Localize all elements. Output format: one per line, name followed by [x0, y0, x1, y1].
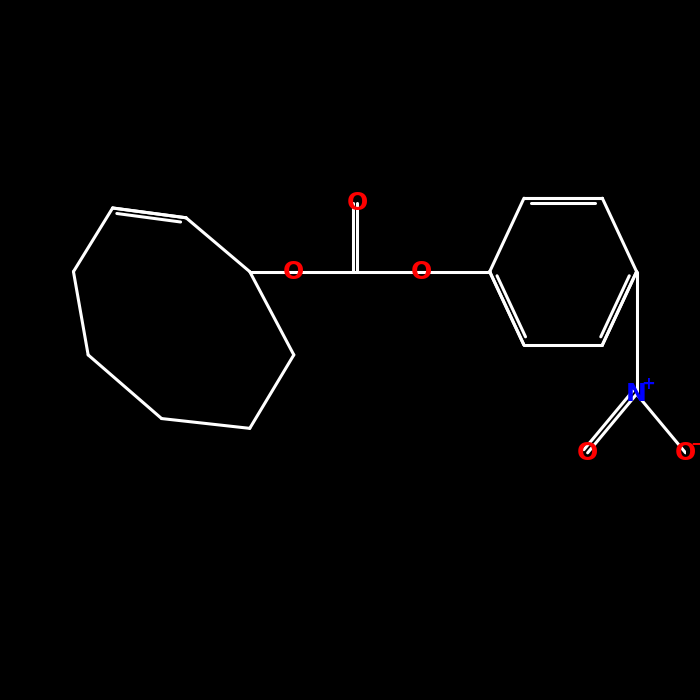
Text: +: + [641, 375, 655, 393]
Text: O: O [410, 260, 432, 284]
Text: O: O [347, 191, 368, 215]
Text: O: O [284, 260, 304, 284]
Text: N: N [626, 382, 647, 406]
Text: −: − [690, 434, 700, 452]
Text: O: O [675, 441, 696, 465]
Text: O: O [577, 441, 598, 465]
